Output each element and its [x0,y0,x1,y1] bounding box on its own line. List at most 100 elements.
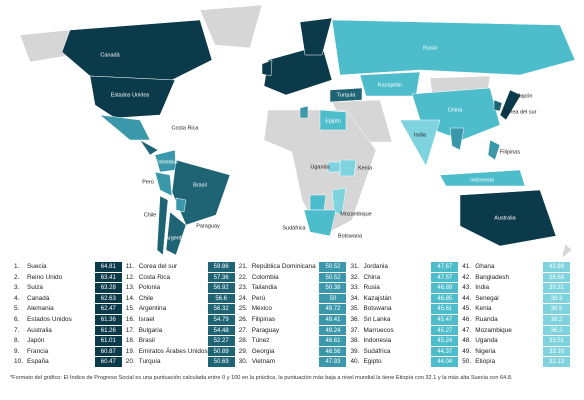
rank: 16. [125,315,135,323]
rank: 11. [125,263,135,270]
table-row: 25. México 49.72 [239,304,347,315]
score: 56.92 [207,283,235,294]
rank: 23. [238,284,248,292]
land [19,4,576,258]
score: 50.52 [319,262,347,273]
rank: 21. [238,263,248,270]
score: 47.67 [431,262,459,273]
rank: 19. [125,347,135,355]
table-row: 27. Paraguay 49.24 [238,325,347,337]
rank: 31. [350,263,360,270]
country-label: Costa Rica [172,125,200,131]
country-name: Suecia [27,263,47,270]
table-row: 4. Canadá 62.63 [14,293,122,305]
table-row: 44. Senegal 39.3 [462,293,571,305]
table-column: 1. Suecia 64.81 2. Reino Unido 63.41 3. Suiza 63… [14,262,122,370]
country-name: España [27,358,49,366]
country-name: Vietnam [251,358,276,366]
country-label: China [448,107,463,113]
country-label: Uganda [310,164,330,170]
table-row: 30. Vietnam 47.93 [239,357,347,368]
score: 45.61 [431,304,459,315]
country-name: Ruanda [475,315,498,323]
score: 52.27 [207,336,235,347]
table-row: 16. Israel 54.79 [125,314,235,326]
score: 59.86 [207,262,235,273]
rank: 18. [125,337,135,345]
country-name: Jordania [363,263,388,270]
table-row: 20. Turquía 50.69 [126,357,235,368]
rank: 46. [462,315,472,323]
score: 36.2 [543,325,571,337]
score: 50.52 [319,272,347,284]
table-row: 36. Sri Lanka 45.47 [350,314,459,326]
score: 46.89 [431,283,459,294]
rank: 5. [14,305,20,313]
table-row: 3. Suiza 63.28 [14,283,122,294]
country-name: Brasil [138,337,155,345]
table-row: 41. Ghana 42.89 [462,262,571,273]
rank: 29. [238,347,248,355]
score: 50.89 [207,346,235,358]
score: 49.24 [319,325,347,337]
country-name: Paraguay [251,326,280,334]
rank: 13. [125,284,135,292]
score: 38.2 [543,314,571,326]
table-column: 41. Ghana 42.89 42. Bangladesh 39.58 43. India 3… [462,262,571,370]
table-row: 1. Suecia 64.81 [14,262,122,273]
rank: 43. [462,284,472,292]
rank: 27. [238,326,248,334]
table-row: 31. Jordania 47.67 [350,262,459,273]
country-name: Canadá [27,294,50,302]
country-name: Marruecos [363,326,394,334]
country-name: Chile [138,294,154,302]
table-row: 17. Bulgaria 54.48 [125,325,235,337]
score: 49.72 [319,304,347,315]
score: 61.26 [94,325,122,337]
country-name: Turquía [138,358,161,366]
rank: 37. [350,326,360,334]
country-name: Georgia [251,347,275,355]
country-label: Colombia [154,159,178,165]
table-row: 50. Etiopía 32.13 [462,357,571,368]
table-row: 48. Uganda 33.51 [462,336,571,347]
rank: 26. [238,315,248,323]
score: 63.41 [94,272,122,284]
table-row: 22. Colombia 50.52 [239,272,347,284]
score: 48.61 [319,336,347,347]
table-row: 21. República Dominicana 50.52 [239,262,347,273]
country-label: Canadá [100,52,120,58]
score: 50 [319,293,347,305]
country-label: Turquía [337,92,357,98]
table-row: 40. Egipto 44.04 [350,357,459,368]
country-name: China [363,273,381,281]
table-row: 18. Brasil 52.27 [126,336,235,347]
score: 57.36 [207,272,235,284]
score: 38.9 [543,304,571,315]
country-label: Perú [142,179,154,185]
rank: 14. [125,294,135,302]
rank: 48. [462,337,472,345]
rank: 38. [350,337,360,345]
table-row: 49. Nigeria 33.39 [462,346,571,358]
rank: 42. [462,273,472,281]
table-row: 34. Kazajstán 46.85 [350,293,459,305]
country-label: Rusia [423,45,438,51]
rank: 25. [238,305,248,313]
country-name: Argentina [138,305,167,313]
country-name: Bulgaria [138,326,163,334]
score: 39.3 [543,293,571,305]
rank: 17. [125,326,135,334]
score: 39.31 [543,283,571,294]
map-labels: Canadá Estados Unidos Costa Rica Colombi… [100,45,536,241]
country-name: Etiopía [475,358,496,366]
country-name: Indonesia [363,337,392,345]
table-row: 28. Túnez 48.61 [239,336,347,347]
score: 48.56 [319,346,347,358]
rank: 7. [14,326,20,334]
score: 47.93 [319,357,347,368]
score: 54.48 [207,325,235,337]
rank: 39. [350,347,360,355]
table-row: 5. Alemania 62.47 [14,304,122,315]
score: 56.32 [207,304,235,315]
